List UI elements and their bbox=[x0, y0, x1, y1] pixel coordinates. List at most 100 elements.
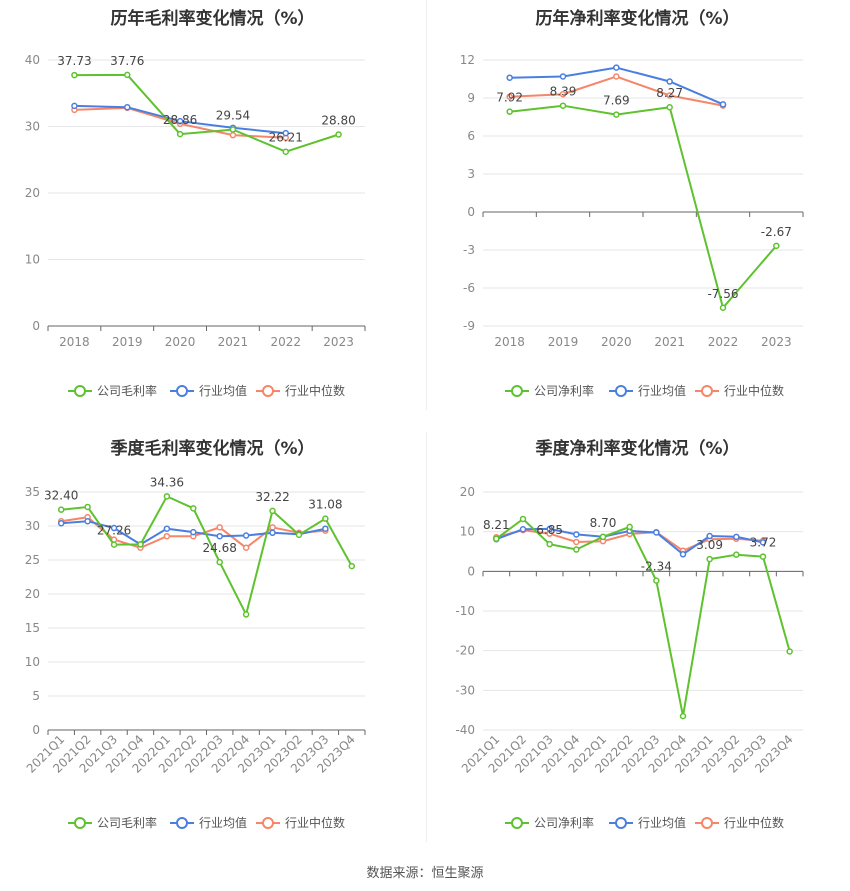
data-label: 3.72 bbox=[750, 536, 777, 550]
data-label: 32.22 bbox=[255, 490, 289, 504]
legend-label: 行业均值 bbox=[638, 383, 686, 398]
x-tick-label: 2022 bbox=[270, 335, 301, 349]
data-point bbox=[282, 129, 289, 137]
data-label: 7.69 bbox=[603, 94, 630, 108]
data-point bbox=[124, 71, 131, 79]
data-point bbox=[679, 712, 687, 720]
y-tick-label: 15 bbox=[25, 621, 40, 635]
data-point bbox=[666, 92, 673, 99]
data-label: -2.34 bbox=[641, 560, 672, 574]
legend-label: 公司毛利率 bbox=[97, 383, 157, 398]
data-point bbox=[269, 507, 276, 515]
y-tick-label: 20 bbox=[25, 186, 40, 200]
data-point bbox=[190, 528, 197, 536]
y-tick-label: 3 bbox=[467, 167, 475, 181]
data-point bbox=[335, 131, 342, 138]
y-tick-label: -6 bbox=[463, 281, 475, 295]
data-label: 8.70 bbox=[590, 516, 617, 530]
x-tick-label: 2020 bbox=[165, 335, 196, 349]
chart-quarterly-net-margin: -40-30-20-10010202021Q12021Q22021Q32021Q… bbox=[455, 485, 804, 830]
y-tick-label: 10 bbox=[460, 525, 475, 539]
data-point bbox=[242, 532, 250, 539]
x-tick-label: 2023 bbox=[761, 335, 792, 349]
x-tick-label: 2021 bbox=[654, 335, 685, 349]
data-point bbox=[706, 555, 713, 563]
data-label: 24.68 bbox=[203, 541, 237, 555]
vertical-divider-top bbox=[426, 0, 427, 410]
legend-marker bbox=[262, 385, 274, 397]
x-tick-label: 2018 bbox=[494, 335, 525, 349]
y-tick-label: 20 bbox=[25, 587, 40, 601]
data-point bbox=[559, 90, 567, 98]
data-point bbox=[176, 130, 184, 138]
data-point bbox=[110, 524, 118, 532]
data-point bbox=[626, 523, 633, 531]
legend-label: 公司净利率 bbox=[534, 815, 594, 830]
chart-panel-quarterly-net-margin: 季度净利率变化情况（%） -40 -30 -20 -10 0 10 20 2021Q1 2021… bbox=[425, 430, 850, 850]
data-point bbox=[163, 525, 171, 532]
data-point bbox=[653, 577, 660, 584]
data-point bbox=[719, 304, 727, 312]
legend-label: 公司毛利率 bbox=[97, 815, 157, 830]
data-point bbox=[216, 558, 223, 566]
data-point bbox=[229, 126, 237, 133]
data-point bbox=[506, 93, 513, 100]
data-point bbox=[599, 533, 607, 541]
data-point bbox=[84, 503, 91, 511]
data-point bbox=[759, 539, 767, 546]
y-tick-label: 5 bbox=[32, 689, 40, 703]
legend-marker bbox=[701, 817, 713, 829]
legend-marker bbox=[262, 817, 274, 829]
y-tick-label: 6 bbox=[467, 129, 475, 143]
data-point bbox=[786, 648, 793, 655]
y-tick-label: 30 bbox=[25, 519, 40, 533]
x-tick-label: 2018 bbox=[59, 335, 90, 349]
data-label: 37.73 bbox=[57, 54, 91, 68]
data-point bbox=[229, 131, 237, 139]
data-point bbox=[493, 535, 500, 543]
data-point bbox=[719, 101, 727, 108]
y-tick-label: 25 bbox=[25, 553, 40, 567]
y-tick-label: 10 bbox=[25, 655, 40, 669]
data-label: 34.36 bbox=[150, 475, 184, 489]
data-label: -7.56 bbox=[707, 287, 738, 301]
data-point bbox=[110, 541, 118, 548]
chart-title: 历年净利率变化情况（%） bbox=[535, 9, 740, 29]
data-point bbox=[706, 532, 713, 540]
y-tick-label: -30 bbox=[455, 683, 475, 697]
data-point bbox=[322, 515, 329, 522]
data-label: 8.27 bbox=[656, 86, 683, 100]
legend-label: 公司净利率 bbox=[534, 383, 594, 398]
legend-label: 行业中位数 bbox=[724, 815, 784, 830]
data-label: 28.80 bbox=[321, 113, 355, 127]
data-point bbox=[176, 117, 184, 125]
chart-annual-net-margin: -9 -6 -3 0 3 6 9 12 2018 2019 2020 2021 2022 2023 7.92… bbox=[460, 53, 804, 398]
data-point bbox=[613, 73, 620, 80]
legend-marker bbox=[74, 817, 86, 829]
legend-label: 行业均值 bbox=[199, 383, 247, 398]
data-point bbox=[84, 517, 91, 525]
legend-marker bbox=[511, 817, 523, 829]
data-point bbox=[71, 71, 78, 79]
x-tick-label: 2022 bbox=[708, 335, 739, 349]
data-point bbox=[666, 103, 673, 111]
data-label: 7.92 bbox=[496, 91, 523, 105]
y-tick-label: 0 bbox=[467, 564, 475, 578]
data-point bbox=[573, 538, 580, 546]
data-point bbox=[190, 505, 197, 512]
chart-quarterly-gross-margin: 051015202530352021Q12021Q22021Q32021Q420… bbox=[24, 475, 366, 830]
legend-marker bbox=[176, 385, 188, 397]
series-line-company bbox=[509, 104, 778, 310]
data-point bbox=[666, 78, 673, 85]
data-point bbox=[759, 553, 767, 560]
chart-title: 历年毛利率变化情况（%） bbox=[110, 9, 315, 29]
x-tick-label: 2021 bbox=[218, 335, 249, 349]
data-point bbox=[733, 533, 740, 541]
data-point bbox=[559, 73, 567, 80]
data-point bbox=[573, 546, 580, 553]
data-point bbox=[773, 242, 780, 250]
chart-title: 季度净利率变化情况（%） bbox=[535, 439, 740, 459]
data-source-note: 数据来源：恒生聚源 bbox=[366, 866, 484, 881]
y-tick-label: 0 bbox=[32, 319, 40, 333]
data-point bbox=[163, 532, 171, 540]
